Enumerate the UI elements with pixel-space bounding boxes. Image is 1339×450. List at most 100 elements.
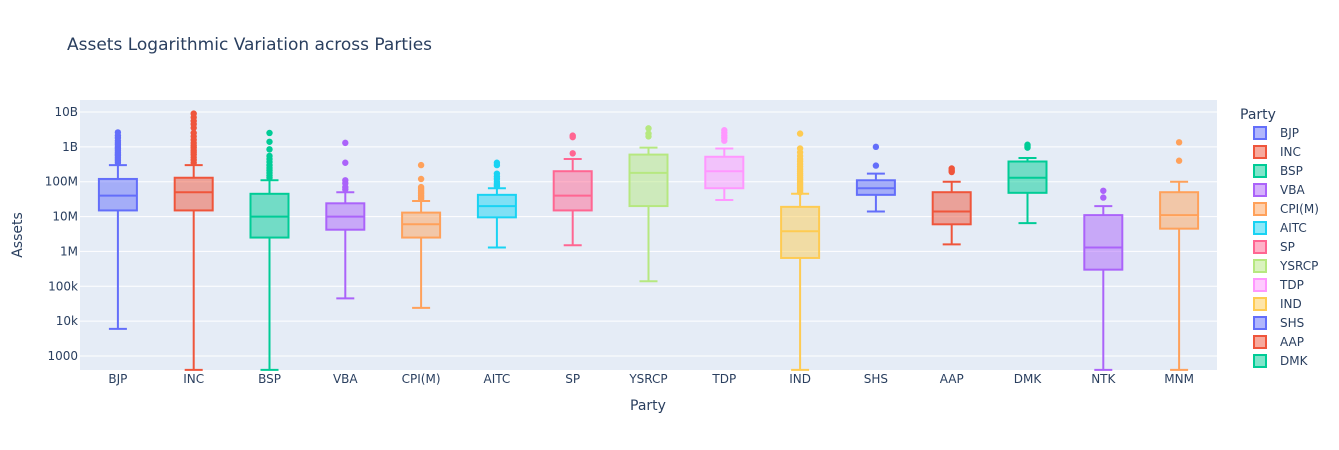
outlier-point	[872, 162, 880, 169]
legend-title: Party	[1240, 107, 1276, 123]
outlier-point	[1175, 157, 1183, 164]
legend-swatch	[1253, 278, 1267, 292]
x-tick-label: MNM	[1164, 372, 1194, 386]
iqr-box	[704, 155, 745, 190]
legend-swatch	[1253, 240, 1267, 254]
legend-item[interactable]: SHS	[1253, 316, 1304, 330]
outlier-point	[417, 183, 425, 191]
legend-label: INC	[1280, 145, 1301, 159]
box-ind	[780, 130, 821, 371]
legend-item[interactable]: IND	[1253, 297, 1302, 311]
x-tick-label: AITC	[484, 372, 511, 386]
iqr-box	[931, 191, 972, 226]
legend-label: IND	[1280, 297, 1302, 311]
outlier-point	[266, 146, 273, 153]
box-dmk	[1007, 141, 1048, 225]
iqr-box	[173, 176, 214, 212]
y-tick-label: 1B	[62, 140, 78, 154]
legend-swatch	[1253, 183, 1267, 197]
chart-title: Assets Logarithmic Variation across Part…	[67, 35, 432, 55]
legend-item[interactable]: YSRCP	[1253, 259, 1318, 273]
legend-label: YSRCP	[1279, 259, 1318, 273]
x-tick-label: BSP	[258, 372, 281, 386]
legend-item[interactable]: INC	[1253, 145, 1301, 159]
outlier-point	[493, 170, 501, 177]
y-axis-ticks: 1000 10k 100k 1M 10M 100M 1B 10B	[45, 105, 78, 363]
x-axis-title: Party	[630, 398, 666, 414]
y-tick-label: 10M	[52, 210, 78, 224]
legend-swatch	[1253, 221, 1267, 235]
legend-item[interactable]: TDP	[1253, 278, 1304, 292]
legend-item[interactable]: DMK	[1253, 354, 1309, 368]
y-axis-title: Assets	[10, 212, 26, 258]
iqr-box	[1083, 214, 1124, 271]
outlier-point	[342, 159, 349, 166]
legend-item[interactable]: VBA	[1253, 183, 1305, 197]
y-tick-label: 1000	[47, 349, 78, 363]
x-tick-label: CPI(M)	[402, 372, 441, 386]
box-shs	[855, 143, 896, 213]
legend-item[interactable]: SP	[1253, 240, 1295, 254]
x-tick-label: AAP	[940, 372, 964, 386]
outlier-point	[645, 125, 652, 132]
legend-swatch	[1253, 335, 1267, 349]
box-inc	[173, 110, 214, 371]
legend-swatch	[1253, 259, 1267, 273]
outlier-point	[1024, 141, 1031, 148]
legend-item[interactable]: BJP	[1253, 126, 1299, 140]
legend-label: DMK	[1280, 354, 1309, 368]
box-bsp	[249, 129, 290, 371]
outlier-point	[190, 129, 197, 137]
outlier-point	[266, 152, 273, 160]
y-tick-label: 100k	[48, 279, 78, 293]
legend-label: CPI(M)	[1280, 202, 1319, 216]
outlier-point	[721, 127, 728, 134]
outlier-point	[796, 130, 804, 137]
y-tick-label: 10B	[54, 105, 78, 119]
outlier-point	[417, 175, 425, 183]
legend-swatch	[1253, 202, 1267, 216]
legend-item[interactable]: BSP	[1253, 164, 1303, 178]
outlier-point	[266, 129, 273, 137]
legend-label: AITC	[1280, 221, 1307, 235]
x-tick-label: SP	[565, 372, 580, 386]
x-tick-label: VBA	[333, 372, 358, 386]
box-ntk	[1083, 187, 1124, 371]
box-ysrcp	[628, 125, 669, 283]
legend-label: BJP	[1280, 126, 1299, 140]
y-tick-label: 1M	[60, 244, 78, 258]
iqr-box	[628, 153, 669, 208]
x-tick-label: BJP	[108, 372, 127, 386]
x-axis-ticks: BJP INC BSP VBA CPI(M) AITC SP YSRCP TDP IND SHS AA…	[108, 372, 1194, 386]
legend-item[interactable]: CPI(M)	[1253, 202, 1319, 216]
legend-swatch	[1253, 145, 1267, 159]
legend-label: SHS	[1280, 316, 1304, 330]
box-cpim	[401, 161, 442, 309]
iqr-box	[1159, 191, 1200, 230]
outlier-point	[342, 177, 349, 184]
outlier-point	[266, 138, 273, 145]
legend-swatch	[1253, 297, 1267, 311]
box-bjp	[97, 129, 138, 330]
outlier-point	[190, 110, 197, 117]
box-aitc	[476, 159, 517, 249]
legend-label: BSP	[1280, 164, 1303, 178]
x-tick-label: IND	[789, 372, 811, 386]
x-tick-label: DMK	[1014, 372, 1043, 386]
outlier-point	[872, 143, 880, 151]
legend-label: SP	[1280, 240, 1295, 254]
y-tick-label: 100M	[45, 175, 78, 189]
outlier-point	[796, 145, 804, 152]
legend-swatch	[1253, 126, 1267, 140]
y-tick-label: 10k	[56, 314, 78, 328]
box-plots	[97, 110, 1200, 371]
box-mnm	[1159, 139, 1200, 371]
legend-item[interactable]: AITC	[1253, 221, 1307, 235]
outlier-point	[1175, 139, 1183, 146]
legend-item[interactable]: AAP	[1253, 335, 1304, 349]
box-vba	[325, 139, 366, 300]
outlier-point	[645, 130, 652, 137]
outlier-point	[1100, 194, 1107, 201]
legend-swatch	[1253, 354, 1267, 368]
outlier-point	[948, 165, 955, 172]
